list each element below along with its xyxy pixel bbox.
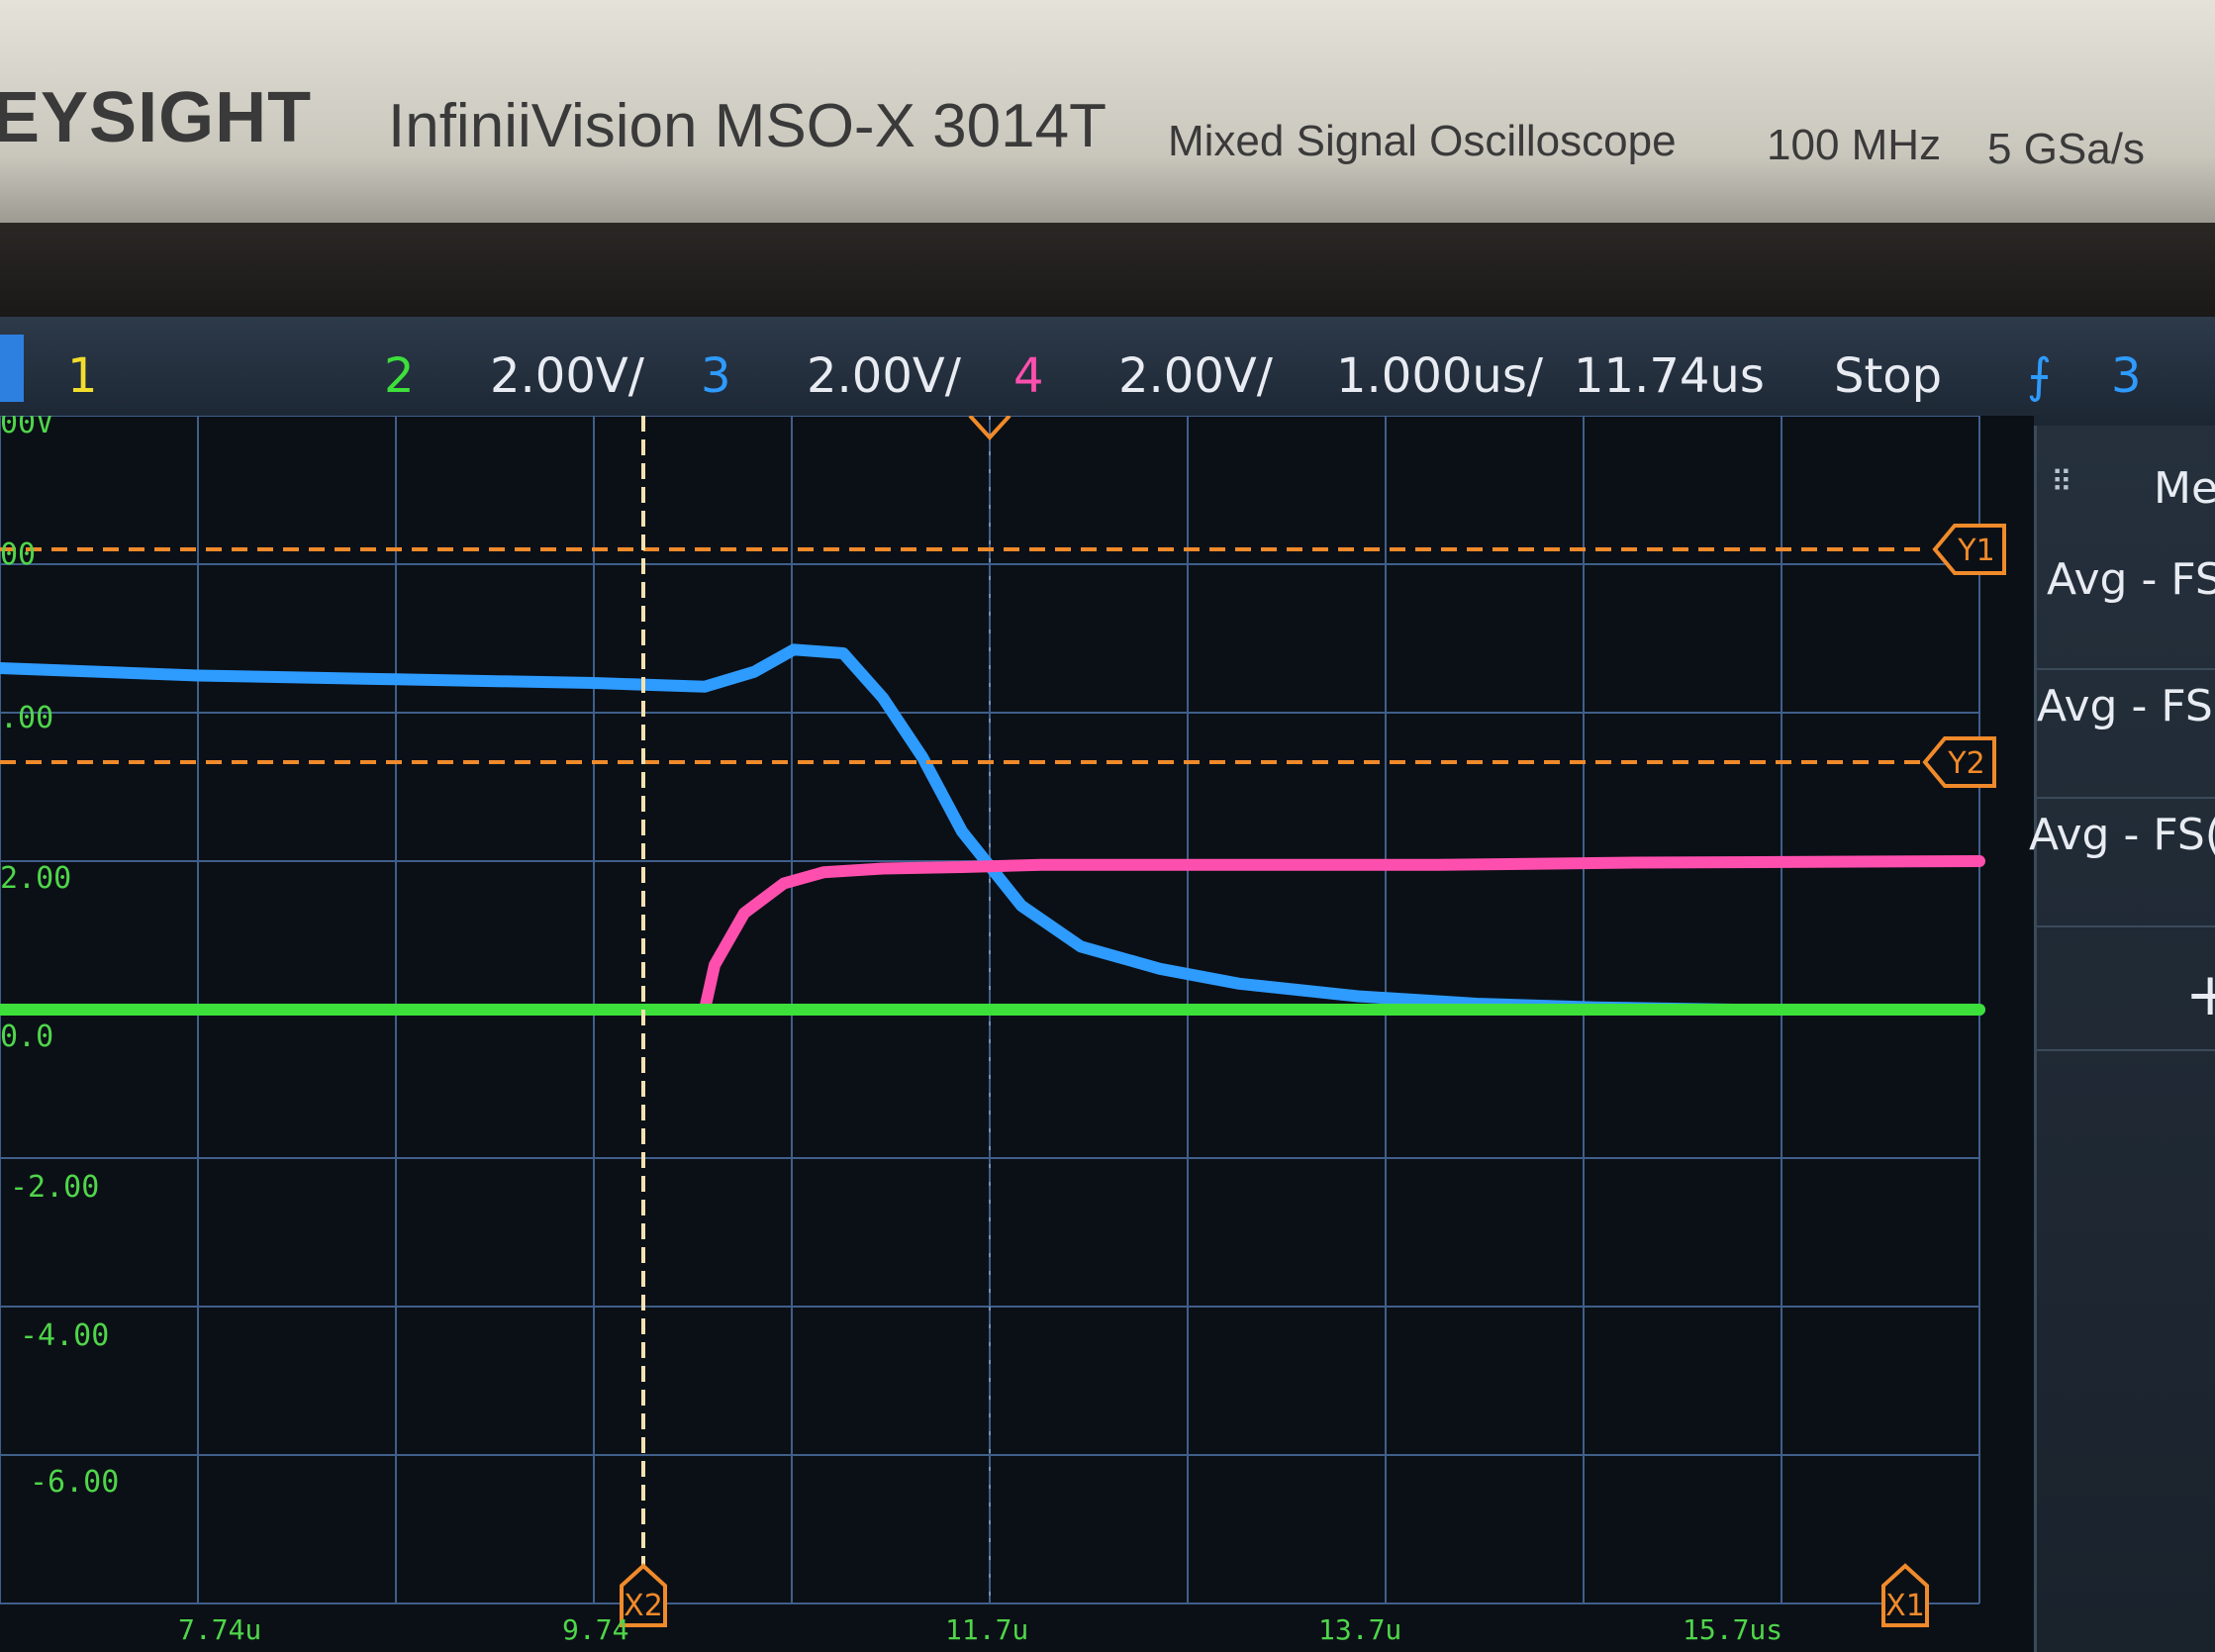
waveform-svg: Y1 Y2 X2 X1 — [0, 416, 2006, 1627]
waveform-channel-3 — [0, 643, 1985, 1016]
bezel-shadow — [0, 223, 2215, 317]
measurement-panel-title: Mea — [2154, 463, 2215, 514]
oscilloscope-bezel — [0, 0, 2215, 223]
channel-2-scale[interactable]: 2.00V/ — [490, 348, 644, 404]
cursor-y2-tag: Y2 — [1922, 736, 1996, 788]
panel-divider — [2037, 1049, 2215, 1051]
voltage-label-4: 0.0 — [0, 1020, 54, 1054]
time-label-3: 13.7u — [1318, 1613, 1402, 1646]
measurement-1[interactable]: Avg - FS( — [2047, 554, 2215, 605]
panel-divider — [2037, 668, 2215, 670]
cursor-y1-tag: Y1 — [1932, 524, 2006, 575]
channel-3-label[interactable]: 3 — [701, 348, 731, 404]
cursor-x2-tag-text: X2 — [624, 1589, 663, 1623]
panel-grip-icon[interactable]: ⠿ — [2051, 465, 2072, 500]
model-name: InfiniiVision MSO-X 3014T — [388, 92, 1107, 160]
timebase-scale[interactable]: 1.000us/ — [1336, 348, 1544, 404]
voltage-label-1: 00 — [0, 537, 37, 572]
cursor-y1-tag-shape — [1932, 524, 2006, 575]
time-label-0: 7.74u — [178, 1613, 262, 1646]
brand-logo: EYSIGHT — [0, 78, 313, 157]
panel-divider — [2037, 925, 2215, 927]
voltage-label-0: 00V — [0, 416, 54, 440]
cursor-x1-tag-text: X1 — [1885, 1589, 1925, 1623]
cursor-x2-tag: X2 — [620, 1563, 667, 1627]
measurement-3-label: Avg - FS( — [2029, 810, 2215, 860]
add-measurement-button[interactable]: + — [2185, 960, 2215, 1029]
cursor-y2-tag-text: Y2 — [1947, 746, 1984, 781]
rising-edge-trigger-icon[interactable]: ⨍ — [2027, 348, 2053, 404]
cursor-x2-tag-shape — [620, 1563, 667, 1627]
cursor-y2-tag-shape — [1922, 736, 1996, 788]
cursor-x1-tag-shape — [1881, 1563, 1929, 1627]
status-bar — [0, 317, 2215, 426]
measurement-panel: ⠿ Mea Avg - FS( Avg - FS(3 Avg - FS(4 + — [2029, 426, 2215, 1652]
waveform-channel-4 — [699, 855, 1985, 1016]
channel-4-scale[interactable]: 2.00V/ — [1118, 348, 1273, 404]
time-label-4: 15.7us — [1683, 1613, 1783, 1646]
run-state-badge[interactable]: Stop — [1834, 348, 1943, 404]
channel-4-label[interactable]: 4 — [1013, 348, 1044, 404]
time-delay[interactable]: 11.74us — [1574, 348, 1765, 404]
panel-divider — [2037, 797, 2215, 799]
active-channel-marker — [0, 335, 24, 402]
cursor-y1-tag-text: Y1 — [1957, 534, 1994, 568]
voltage-label-3: 2.00 — [0, 861, 72, 896]
time-label-1: 9.74 — [562, 1613, 629, 1646]
trigger-source[interactable]: 3 — [2111, 348, 2142, 404]
measurement-2[interactable]: Avg - FS(3 — [2037, 681, 2215, 731]
voltage-label-6: -4.00 — [20, 1318, 110, 1353]
voltage-label-2: .00 — [0, 701, 54, 735]
channel-2-label[interactable]: 2 — [384, 348, 415, 404]
measurement-1-label: Avg - FS( — [2047, 554, 2215, 605]
model-description: Mixed Signal Oscilloscope — [1168, 117, 1677, 165]
measurement-3[interactable]: Avg - FS(4 — [2029, 810, 2215, 860]
channel-3-scale[interactable]: 2.00V/ — [807, 348, 961, 404]
voltage-label-5: -2.00 — [10, 1170, 100, 1205]
measurement-2-label: Avg - FS( — [2037, 681, 2215, 731]
waveform-display[interactable]: Y1 Y2 X2 X1 00V 00 .00 2.00 0.0 -2.00 -4.00… — [0, 416, 2034, 1652]
bandwidth-label: 100 MHz — [1767, 121, 1942, 169]
cursor-x1-tag: X1 — [1881, 1563, 1929, 1627]
voltage-label-7: -6.00 — [30, 1465, 120, 1500]
channel-1-label[interactable]: 1 — [67, 348, 98, 404]
time-label-2: 11.7u — [945, 1613, 1029, 1646]
trigger-position-marker — [968, 416, 1011, 440]
sample-rate-label: 5 GSa/s — [1987, 125, 2145, 173]
